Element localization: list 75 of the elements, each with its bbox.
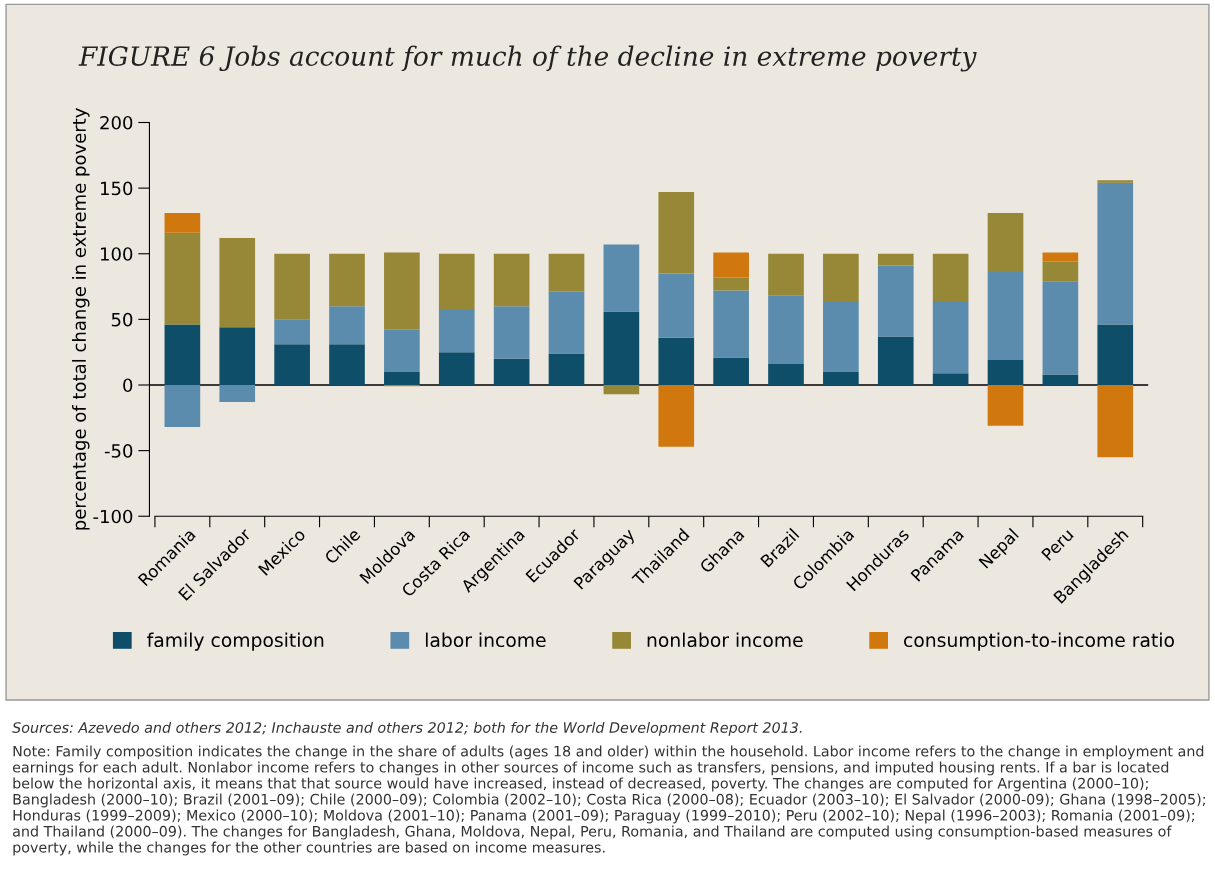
bar bbox=[877, 253, 914, 266]
bar bbox=[932, 253, 969, 301]
bar bbox=[493, 306, 530, 359]
bar bbox=[932, 301, 969, 374]
bar bbox=[329, 253, 365, 307]
bar bbox=[1042, 281, 1079, 375]
bar bbox=[274, 253, 310, 320]
bar bbox=[219, 327, 256, 385]
y-tick-label: -50 bbox=[104, 444, 133, 458]
bar bbox=[877, 336, 914, 385]
bar bbox=[384, 329, 420, 372]
y-tick-label: 200 bbox=[100, 115, 133, 130]
bar bbox=[164, 385, 201, 427]
y-axis-title: percentage of total change in extreme poverty bbox=[72, 108, 90, 530]
text: Note: Family composition indicates the change in the share of adults (ages 18 and older) within the household. Labor income refers to the change in employment and earnings for each adult. Nonlabor income refers to changes in other sources of income such as transfers, pensions, and imputed housing rents. If a bar is located below the horizontal axis, it means that that source would have increased, instead of decreased, poverty. The changes are computed for Argentina (2000–10); Bangladesh (2000–10); Brazil (2001–09); Chile (2000–09); Colombia (2002–10); Costa Rica (2000–08); Ecuador (2003–10); El Salvador (2000-09); Ghana (1998–2005); Honduras (1999–2009); Mexico (2000–10); Moldova (2001–10); Panama (2001–09); Paraguay (1999–2010); Peru (2002–10); Nepal (1996–2003); Romania (2001–09); and Thailand (2000–09). The changes for Bangladesh, Ghana, Moldova, Nepal, Peru, Romania, and Thailand are computed using consumption-based measures of poverty, while the changes for the other countries are based on income measures. bbox=[12, 745, 1205, 856]
y-tick-label: 50 bbox=[111, 312, 133, 327]
bar bbox=[164, 324, 201, 385]
bar bbox=[823, 371, 859, 385]
bar bbox=[713, 357, 749, 385]
y-tick-label: 0 bbox=[123, 378, 133, 393]
bar bbox=[1042, 374, 1079, 385]
source-note: Sources: Azevedo and others 2012; Inchauste and others 2012; both for the World Development Report 2013. bbox=[12, 721, 802, 736]
bar bbox=[603, 311, 640, 385]
bar bbox=[438, 308, 475, 353]
bar bbox=[329, 344, 365, 385]
bar bbox=[384, 371, 420, 385]
bar bbox=[493, 253, 530, 307]
bar bbox=[877, 265, 914, 337]
bar bbox=[658, 192, 695, 274]
bar bbox=[987, 272, 1024, 361]
bar bbox=[1042, 252, 1079, 262]
bar bbox=[274, 344, 310, 385]
bar bbox=[987, 213, 1024, 273]
bar bbox=[219, 385, 256, 403]
bar bbox=[164, 213, 201, 233]
legend-label: labor income bbox=[425, 632, 546, 648]
bar bbox=[438, 352, 475, 385]
bar bbox=[658, 385, 695, 447]
bar bbox=[1097, 385, 1134, 458]
bar bbox=[548, 353, 585, 385]
bar bbox=[548, 253, 585, 292]
bar bbox=[438, 253, 475, 309]
bar bbox=[1097, 182, 1134, 325]
bar bbox=[1042, 261, 1079, 282]
bar bbox=[768, 295, 804, 364]
bar bbox=[768, 364, 804, 385]
chart-title: FIGURE 6 Jobs account for much of the decline in extreme poverty bbox=[78, 45, 977, 72]
bar bbox=[384, 252, 420, 330]
bar bbox=[823, 301, 859, 372]
bar bbox=[1097, 180, 1134, 183]
bar bbox=[823, 253, 859, 301]
y-tick-label: -100 bbox=[93, 509, 133, 524]
bar bbox=[987, 385, 1024, 426]
bar bbox=[658, 337, 695, 385]
bar bbox=[274, 319, 310, 345]
bar bbox=[658, 273, 695, 338]
bar bbox=[1097, 324, 1134, 385]
legend-label: nonlabor income bbox=[647, 632, 803, 648]
bar bbox=[932, 373, 969, 385]
bar bbox=[219, 238, 256, 328]
bar bbox=[329, 306, 365, 345]
bar bbox=[713, 277, 749, 291]
bar bbox=[713, 252, 749, 278]
y-tick-label: 150 bbox=[100, 181, 133, 196]
y-tick-label: 100 bbox=[100, 247, 133, 261]
bar bbox=[713, 290, 749, 358]
bar bbox=[768, 253, 804, 296]
bar bbox=[987, 360, 1024, 385]
legend-label: consumption-to-income ratio bbox=[904, 632, 1174, 651]
bar bbox=[548, 291, 585, 354]
legend-label: family composition bbox=[147, 632, 324, 651]
bar bbox=[603, 385, 640, 395]
bar bbox=[493, 358, 530, 385]
bar bbox=[603, 244, 640, 312]
bar bbox=[164, 232, 201, 325]
